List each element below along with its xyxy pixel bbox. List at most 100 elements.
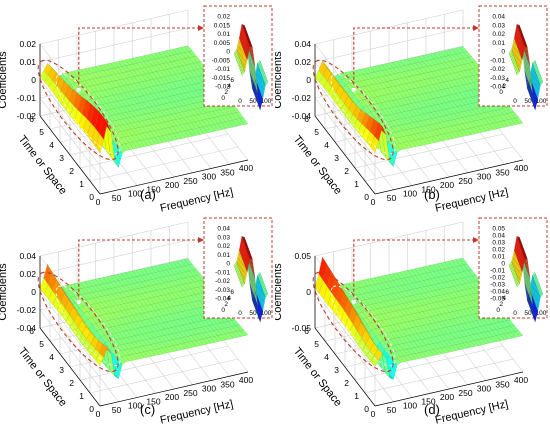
x-tick-label: 300 xyxy=(202,384,216,394)
z-tick-label: -0.05 xyxy=(292,323,312,333)
gridline xyxy=(39,97,101,177)
gridline xyxy=(354,133,504,169)
inset-z-tick-label: 0.02 xyxy=(492,31,505,38)
y-tick-label: 5 xyxy=(314,127,319,137)
z-tick-label: 0.04 xyxy=(19,251,36,261)
inset-z-tick-label: 0.01 xyxy=(217,252,230,259)
x-tick-label: 250 xyxy=(183,388,197,398)
inset-z-tick-label: -0.02 xyxy=(490,66,505,73)
inset-x-tick-label: 100 xyxy=(261,310,272,317)
plot-svg: 0 50 100 150 200 250 300 350 40001234560.020.010… xyxy=(0,5,273,212)
gridline xyxy=(89,358,239,394)
inset-surface-cell xyxy=(516,281,520,288)
x-axis-line xyxy=(374,159,524,195)
connector-origin-dot xyxy=(76,87,82,93)
x-tick-label: 400 xyxy=(514,375,528,385)
caption-b: (b) xyxy=(424,187,440,202)
x-tick-label: 50 xyxy=(112,193,122,203)
surface-mesh xyxy=(314,256,524,380)
y-tick-label: 0 xyxy=(364,404,369,414)
y-tick-label: 1 xyxy=(354,391,359,401)
caption-c: (c) xyxy=(140,402,156,417)
x-tick-label: 300 xyxy=(202,172,216,182)
connector-arrowhead xyxy=(473,25,479,31)
inset-y-tick-label: 0 xyxy=(221,95,225,102)
x-axis-label: Frequency [Hz] xyxy=(434,186,509,212)
inset-z-tick-label: 0 xyxy=(226,49,230,56)
inset-y-tick-label: 4 xyxy=(505,77,509,84)
zoom-connector xyxy=(353,27,475,90)
connector-origin-dot xyxy=(351,299,357,305)
ridge-inner-ellipse xyxy=(55,285,121,367)
inset-x-tick-label: 100 xyxy=(536,310,547,317)
gridline xyxy=(89,146,239,182)
ridge-highlight-ellipse xyxy=(312,59,394,161)
y-axis-line xyxy=(314,327,376,407)
x-tick-label: 200 xyxy=(165,180,179,190)
surface-mesh xyxy=(314,46,524,167)
gridline xyxy=(79,345,229,381)
inset-y-tick-label: 0 xyxy=(221,307,225,314)
inset-y-tick-label: 4 xyxy=(227,295,231,302)
inset-z-tick-label: 0.015 xyxy=(214,22,231,29)
surface-plot-b: 0 50 100 150 200 250 300 350 400 0 1 2 3 4 5 6 0.04 0.02 0… xyxy=(275,0,550,212)
inset-z-tick-label: -0.02 xyxy=(215,278,230,285)
inset-y-tick-label: 6 xyxy=(230,289,234,296)
x-tick-label: 350 xyxy=(495,379,509,389)
y-tick-label: 5 xyxy=(39,339,44,349)
caption-a: (a) xyxy=(140,187,156,202)
z-axis-label: Coefficients xyxy=(0,51,9,109)
gridline xyxy=(314,79,376,159)
inset-y-tick-label: 4 xyxy=(227,83,231,90)
x-axis-line xyxy=(99,159,249,195)
y-axis-line xyxy=(314,115,376,195)
y-tick-label: 1 xyxy=(79,391,84,401)
inset-z-tick-label: -0.01 xyxy=(215,269,230,276)
z-tick-label: -0.02 xyxy=(17,111,37,121)
z-tick-label: 0.05 xyxy=(294,251,311,261)
inset-z-tick-label: 0.02 xyxy=(492,247,505,254)
x-tick-label: 250 xyxy=(458,388,472,398)
x-tick-label: 50 xyxy=(387,193,397,203)
inset-z-tick-label: 0.04 xyxy=(217,226,230,233)
ridge-highlight-ellipse xyxy=(37,271,119,373)
inset-z-tick-label: 0 xyxy=(501,261,505,268)
x-tick-label: 150 xyxy=(146,184,160,194)
inset-surface xyxy=(508,236,544,323)
x-tick-label: 200 xyxy=(440,392,454,402)
x-tick-label: 200 xyxy=(440,180,454,190)
inset-x-tick-label: 50 xyxy=(249,98,257,105)
y-tick-label: 0 xyxy=(364,192,369,202)
z-axis-label: Coefficients xyxy=(275,263,284,321)
plot-svg: 0 50 100 150 200 250 300 350 40001234560.050-0.0… xyxy=(275,217,548,424)
gridline xyxy=(39,221,189,257)
z-tick-label: -0.04 xyxy=(17,323,37,333)
inset-z-tick-label: 0.03 xyxy=(492,240,505,247)
gridline xyxy=(314,9,464,45)
inset-z-tick-label: -0.03 xyxy=(215,287,230,294)
inset-y-tick-label: 2 xyxy=(224,89,228,96)
surface-plot-a: 0 50 100 150 200 250 300 350 400 0 1 2 3 4 5 6 0.02 0.01 0… xyxy=(0,0,275,212)
gridline xyxy=(39,79,101,159)
gridline xyxy=(39,239,189,275)
x-tick-label: 400 xyxy=(239,163,253,173)
inset-x-tick-label: 100 xyxy=(536,98,547,105)
connector-line xyxy=(78,239,200,302)
inset-y-tick-label: 4 xyxy=(502,295,506,302)
x-tick-label: 100 xyxy=(128,401,142,411)
inset-z-tick-label: 0.04 xyxy=(492,14,505,21)
connector-line xyxy=(353,27,475,90)
inset-x-tick-label: 0 xyxy=(238,98,242,105)
zoom-connector xyxy=(78,239,200,302)
y-tick-label: 6 xyxy=(304,114,309,124)
gridline xyxy=(39,309,101,389)
y-tick-label: 2 xyxy=(69,378,74,388)
gridline xyxy=(79,133,229,169)
z-tick-label: 0 xyxy=(31,75,36,85)
x-tick-label: 200 xyxy=(165,392,179,402)
inset-z-tick-label: -0.04 xyxy=(490,289,505,296)
inset-surface xyxy=(233,236,269,323)
inset-z-tick-label: -0.01 xyxy=(490,268,505,275)
gridline xyxy=(314,291,376,371)
ridge-inner-ellipse xyxy=(55,73,121,155)
